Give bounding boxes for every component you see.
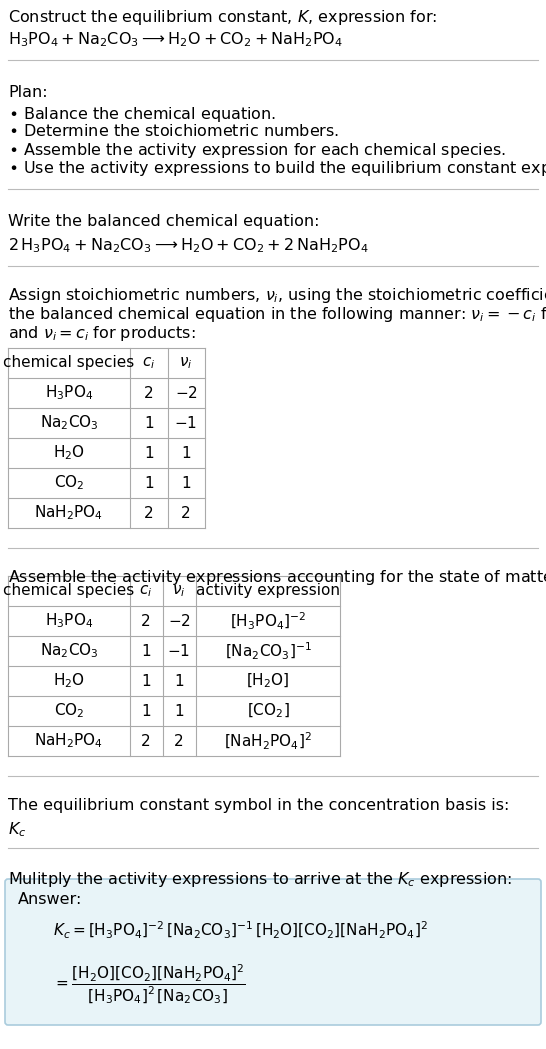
Text: $\mathrm{NaH_2PO_4}$: $\mathrm{NaH_2PO_4}$ bbox=[34, 504, 104, 522]
Text: 1: 1 bbox=[141, 704, 151, 719]
Text: $\mathrm{H_2O}$: $\mathrm{H_2O}$ bbox=[53, 444, 85, 463]
Text: $[\mathrm{CO_2}]$: $[\mathrm{CO_2}]$ bbox=[247, 702, 289, 721]
Text: Mulitply the activity expressions to arrive at the $K_c$ expression:: Mulitply the activity expressions to arr… bbox=[8, 870, 512, 889]
Text: $\nu_i$: $\nu_i$ bbox=[173, 583, 186, 599]
Text: 2: 2 bbox=[174, 733, 184, 749]
Text: 2: 2 bbox=[144, 506, 154, 520]
Text: 1: 1 bbox=[181, 446, 191, 461]
Text: 2: 2 bbox=[144, 385, 154, 401]
Text: 1: 1 bbox=[174, 673, 184, 688]
Text: and $\nu_i = c_i$ for products:: and $\nu_i = c_i$ for products: bbox=[8, 324, 195, 343]
Text: $\nu_i$: $\nu_i$ bbox=[179, 356, 193, 371]
Text: $\bullet$ Assemble the activity expression for each chemical species.: $\bullet$ Assemble the activity expressi… bbox=[8, 141, 506, 160]
Text: $[\mathrm{H_3PO_4}]^{-2}$: $[\mathrm{H_3PO_4}]^{-2}$ bbox=[230, 611, 306, 631]
Text: $\mathrm{H_3PO_4}$: $\mathrm{H_3PO_4}$ bbox=[45, 612, 93, 630]
Text: Assign stoichiometric numbers, $\nu_i$, using the stoichiometric coefficients, $: Assign stoichiometric numbers, $\nu_i$, … bbox=[8, 286, 546, 305]
Text: 2: 2 bbox=[141, 733, 151, 749]
Text: activity expression: activity expression bbox=[196, 583, 340, 599]
Text: 1: 1 bbox=[174, 704, 184, 719]
Text: 1: 1 bbox=[144, 446, 154, 461]
Text: $c_i$: $c_i$ bbox=[143, 356, 156, 371]
Text: $-2$: $-2$ bbox=[168, 613, 191, 629]
Text: $\mathrm{CO_2}$: $\mathrm{CO_2}$ bbox=[54, 474, 84, 492]
Text: Plan:: Plan: bbox=[8, 85, 48, 100]
Text: $[\mathrm{NaH_2PO_4}]^2$: $[\mathrm{NaH_2PO_4}]^2$ bbox=[224, 730, 312, 751]
Text: $c_i$: $c_i$ bbox=[139, 583, 153, 599]
Text: 1: 1 bbox=[181, 475, 191, 491]
Text: $[\mathrm{H_2O}]$: $[\mathrm{H_2O}]$ bbox=[246, 671, 290, 690]
Text: chemical species: chemical species bbox=[3, 583, 135, 599]
Text: $\bullet$ Balance the chemical equation.: $\bullet$ Balance the chemical equation. bbox=[8, 105, 276, 124]
Text: Write the balanced chemical equation:: Write the balanced chemical equation: bbox=[8, 214, 319, 229]
Text: Construct the equilibrium constant, $K$, expression for:: Construct the equilibrium constant, $K$,… bbox=[8, 8, 437, 27]
Text: $\mathrm{CO_2}$: $\mathrm{CO_2}$ bbox=[54, 702, 84, 721]
Text: $\mathrm{H_3PO_4 + Na_2CO_3 \longrightarrow H_2O + CO_2 + NaH_2PO_4}$: $\mathrm{H_3PO_4 + Na_2CO_3 \longrightar… bbox=[8, 30, 343, 48]
Text: 1: 1 bbox=[144, 475, 154, 491]
Text: $\mathrm{Na_2CO_3}$: $\mathrm{Na_2CO_3}$ bbox=[39, 642, 98, 661]
Text: $\mathrm{NaH_2PO_4}$: $\mathrm{NaH_2PO_4}$ bbox=[34, 731, 104, 750]
Text: $\bullet$ Determine the stoichiometric numbers.: $\bullet$ Determine the stoichiometric n… bbox=[8, 123, 339, 140]
FancyBboxPatch shape bbox=[5, 879, 541, 1025]
Text: $\bullet$ Use the activity expressions to build the equilibrium constant express: $\bullet$ Use the activity expressions t… bbox=[8, 159, 546, 178]
Text: $[\mathrm{Na_2CO_3}]^{-1}$: $[\mathrm{Na_2CO_3}]^{-1}$ bbox=[224, 641, 311, 662]
Text: Assemble the activity expressions accounting for the state of matter and $\nu_i$: Assemble the activity expressions accoun… bbox=[8, 568, 546, 587]
Text: 2: 2 bbox=[181, 506, 191, 520]
Text: $\mathrm{2\,H_3PO_4 + Na_2CO_3 \longrightarrow H_2O + CO_2 + 2\,NaH_2PO_4}$: $\mathrm{2\,H_3PO_4 + Na_2CO_3 \longrigh… bbox=[8, 236, 369, 255]
Text: the balanced chemical equation in the following manner: $\nu_i = -c_i$ for react: the balanced chemical equation in the fo… bbox=[8, 305, 546, 324]
Text: 1: 1 bbox=[144, 415, 154, 430]
Text: $K_c = [\mathrm{H_3PO_4}]^{-2}\,[\mathrm{Na_2CO_3}]^{-1}\,[\mathrm{H_2O}][\mathr: $K_c = [\mathrm{H_3PO_4}]^{-2}\,[\mathrm… bbox=[53, 920, 428, 941]
Text: 2: 2 bbox=[141, 614, 151, 628]
Text: $= \dfrac{[\mathrm{H_2O}][\mathrm{CO_2}][\mathrm{NaH_2PO_4}]^2}{[\mathrm{H_3PO_4: $= \dfrac{[\mathrm{H_2O}][\mathrm{CO_2}]… bbox=[53, 962, 246, 1006]
Text: $\mathrm{H_2O}$: $\mathrm{H_2O}$ bbox=[53, 671, 85, 690]
Text: 1: 1 bbox=[141, 643, 151, 659]
Text: $-1$: $-1$ bbox=[175, 415, 198, 431]
Text: $\mathrm{Na_2CO_3}$: $\mathrm{Na_2CO_3}$ bbox=[39, 413, 98, 432]
Text: Answer:: Answer: bbox=[18, 892, 82, 907]
Text: chemical species: chemical species bbox=[3, 356, 135, 370]
Text: 1: 1 bbox=[141, 673, 151, 688]
Text: $K_c$: $K_c$ bbox=[8, 820, 26, 839]
Text: $-2$: $-2$ bbox=[175, 385, 198, 401]
Text: $-1$: $-1$ bbox=[168, 643, 191, 659]
Text: The equilibrium constant symbol in the concentration basis is:: The equilibrium constant symbol in the c… bbox=[8, 798, 509, 813]
Text: $\mathrm{H_3PO_4}$: $\mathrm{H_3PO_4}$ bbox=[45, 384, 93, 403]
